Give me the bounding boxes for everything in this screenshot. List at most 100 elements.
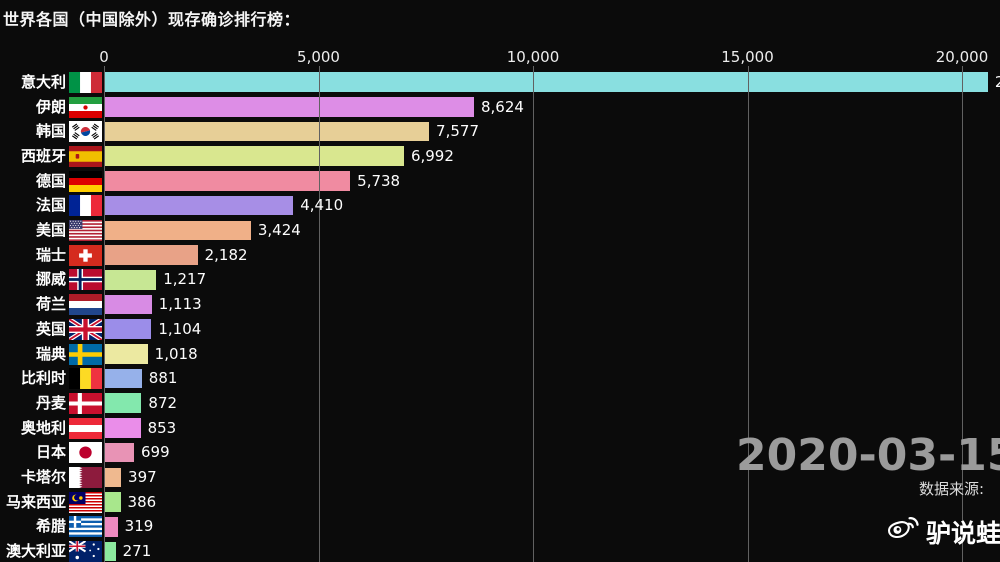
country-label: 英国	[35, 319, 66, 338]
bar-row: 马来西亚 386	[0, 490, 1000, 515]
bar-row: 德国 5,738	[0, 169, 1000, 194]
bar-row: 比利时 881	[0, 366, 1000, 391]
bar	[104, 541, 116, 562]
country-label: 西班牙	[20, 146, 66, 165]
country-label: 卡塔尔	[20, 468, 66, 486]
bar	[104, 195, 294, 216]
value-label: 1,104	[158, 319, 202, 338]
bar-row: 卡塔尔 397	[0, 465, 1000, 490]
flag-icon-de	[69, 170, 102, 192]
value-label: 699	[140, 443, 170, 462]
flag-icon-nl	[69, 294, 102, 316]
bar-row: 韩国 7,577	[0, 119, 1000, 144]
date-label: 2020-03-15	[736, 430, 1000, 481]
value-label: 1,113	[158, 295, 202, 314]
bar-row: 希腊 319	[0, 514, 1000, 539]
bar-row: 西班牙 6,992	[0, 144, 1000, 169]
flag-icon-at	[69, 417, 102, 439]
country-label: 伊朗	[35, 97, 66, 116]
watermark: 驴说蛙	[886, 514, 1000, 550]
flag-icon-gr	[69, 516, 102, 538]
bar-row: 美国 3,424	[0, 218, 1000, 243]
gridline	[962, 66, 963, 562]
bar	[104, 393, 142, 414]
page-title: 世界各国（中国除外）现存确诊排行榜：	[3, 10, 301, 29]
country-label: 希腊	[35, 517, 66, 536]
x-tick: 10,000	[506, 48, 560, 66]
value-label: 1,018	[154, 344, 198, 363]
bar	[104, 269, 157, 290]
gridline	[104, 66, 105, 562]
x-tick: 15,000	[721, 48, 774, 66]
value-label: 397	[128, 468, 157, 486]
flag-icon-gb	[69, 318, 102, 340]
gridline	[533, 66, 534, 562]
bar	[104, 245, 198, 265]
bar	[104, 368, 142, 389]
country-label: 奥地利	[20, 418, 66, 437]
bar	[104, 97, 474, 117]
bar-row: 荷兰 1,113	[0, 292, 1000, 317]
value-label: 2,182	[204, 245, 248, 264]
bar	[104, 492, 121, 512]
flag-icon-ir	[69, 96, 102, 118]
flag-icon-jp	[69, 442, 102, 464]
flag-icon-no	[69, 269, 102, 291]
flag-icon-be	[69, 368, 102, 390]
flag-icon-it	[69, 71, 102, 93]
bar-row: 挪威 1,217	[0, 267, 1000, 292]
flag-icon-ch	[69, 244, 102, 266]
bar	[104, 146, 404, 167]
value-label: 4,410	[300, 196, 344, 215]
value-label: 1,217	[163, 270, 207, 289]
value-label: 5,738	[357, 171, 401, 190]
bar	[104, 442, 134, 463]
bar-row: 丹麦 872	[0, 391, 1000, 416]
country-label: 法国	[35, 196, 66, 215]
value-label: 3,424	[257, 221, 301, 239]
value-label: 7,577	[436, 122, 479, 141]
country-label: 美国	[35, 221, 66, 239]
value-label: 319	[124, 517, 154, 536]
flag-icon-kr	[69, 121, 102, 143]
country-label: 挪威	[35, 270, 66, 289]
value-label: 20,603	[994, 72, 1000, 91]
bar-row: 意大利 20,603	[0, 70, 1000, 95]
bar-row: 奥地利 853	[0, 416, 1000, 441]
gridline	[318, 66, 320, 562]
bar	[104, 319, 152, 339]
x-tick: 0	[99, 48, 109, 66]
country-label: 比利时	[20, 369, 66, 388]
bar	[104, 344, 148, 364]
country-label: 韩国	[35, 122, 66, 141]
country-label: 马来西亚	[5, 492, 66, 511]
x-tick: 20,000	[935, 48, 989, 66]
country-label: 瑞士	[35, 245, 66, 264]
flag-icon-us	[69, 220, 102, 241]
bar	[104, 418, 141, 438]
bar	[104, 467, 122, 488]
flag-icon-es	[69, 145, 102, 167]
flag-icon-fr	[69, 195, 102, 217]
flag-icon-dk	[69, 392, 102, 414]
country-label: 瑞典	[35, 344, 66, 363]
bar	[104, 294, 152, 315]
value-label: 386	[127, 492, 157, 511]
value-label: 8,624	[480, 97, 524, 116]
bar	[104, 516, 118, 537]
country-label: 丹麦	[35, 393, 66, 412]
bar-row: 澳大利亚 271	[0, 539, 1000, 562]
weibo-icon	[886, 514, 920, 550]
bar	[104, 72, 988, 92]
flag-icon-my	[69, 491, 102, 513]
country-label: 日本	[35, 443, 66, 462]
value-label: 881	[148, 369, 178, 388]
bar-row: 瑞典 1,018	[0, 342, 1000, 367]
bar-row: 法国 4,410	[0, 193, 1000, 218]
country-label: 德国	[35, 171, 66, 190]
value-label: 271	[122, 542, 152, 561]
flag-icon-se	[69, 343, 102, 365]
flag-icon-au	[69, 541, 102, 562]
country-label: 意大利	[20, 72, 66, 91]
